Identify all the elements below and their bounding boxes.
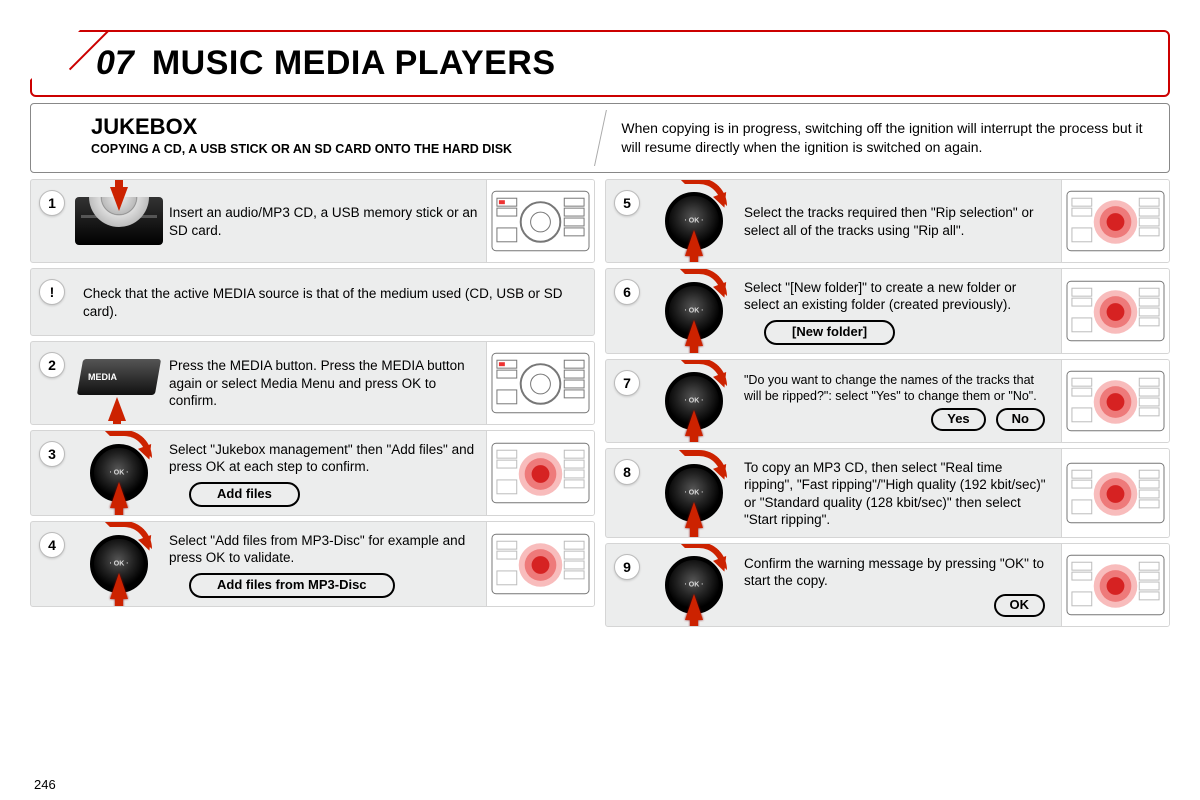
step-text: Select "Add files from MP3-Disc" for exa…: [169, 532, 478, 567]
step-badge: 1: [39, 190, 65, 216]
chapter-number: 07: [96, 44, 134, 83]
intro-note: When copying is in progress, switching o…: [611, 104, 1169, 172]
dashboard-thumbnail: [491, 190, 590, 252]
option-pill: No: [996, 408, 1045, 431]
step-badge: 4: [39, 532, 65, 558]
right-column: 5 · OK · Select the tracks required then "…: [605, 179, 1170, 627]
chapter-header: 07 MUSIC MEDIA PLAYERS: [30, 30, 1170, 97]
dashboard-thumbnail: [1066, 190, 1165, 252]
instruction-step: 5 · OK · Select the tracks required then "…: [605, 179, 1170, 263]
instruction-step: 9 · OK · Confirm the warning message by pr…: [605, 543, 1170, 627]
chapter-title: MUSIC MEDIA PLAYERS: [152, 44, 556, 83]
step-text: To copy an MP3 CD, then select "Real tim…: [744, 459, 1053, 529]
step-text: Check that the active MEDIA source is th…: [83, 285, 586, 320]
step-text: Select "Jukebox management" then "Add fi…: [169, 441, 478, 476]
step-text: "Do you want to change the names of the …: [744, 372, 1053, 405]
dashboard-thumbnail: [1066, 370, 1165, 432]
option-pill: Yes: [931, 408, 985, 431]
media-button-icon: MEDIA: [80, 365, 158, 401]
dial-icon: · OK ·: [665, 556, 723, 614]
step-badge: !: [39, 279, 65, 305]
step-badge: 3: [39, 441, 65, 467]
section-subheading: COPYING A CD, A USB STICK OR AN SD CARD …: [91, 142, 571, 158]
option-pill: Add files: [189, 482, 300, 507]
dashboard-thumbnail: [491, 533, 590, 595]
left-column: 1 Insert an audio/MP3 CD, a USB memory st…: [30, 179, 595, 627]
step-badge: 7: [614, 370, 640, 396]
step-text: Press the MEDIA button. Press the MEDIA …: [169, 357, 478, 410]
instruction-step: 8 · OK · To copy an MP3 CD, then select "R…: [605, 448, 1170, 538]
dial-icon: · OK ·: [90, 444, 148, 502]
step-text: Select the tracks required then "Rip sel…: [744, 204, 1053, 239]
instruction-step: 3 · OK · Select "Jukebox management" then …: [30, 430, 595, 516]
cd-slot-icon: [75, 197, 163, 245]
step-badge: 5: [614, 190, 640, 216]
option-pill: Add files from MP3-Disc: [189, 573, 395, 598]
instruction-step: 7 · OK · "Do you want to change the names …: [605, 359, 1170, 443]
dial-icon: · OK ·: [665, 282, 723, 340]
instruction-step: 4 · OK · Select "Add files from MP3-Disc" …: [30, 521, 595, 607]
section-heading: JUKEBOX: [91, 114, 571, 140]
dashboard-thumbnail: [1066, 554, 1165, 616]
intro-panel: JUKEBOX COPYING A CD, A USB STICK OR AN …: [30, 103, 1170, 173]
instruction-step: 1 Insert an audio/MP3 CD, a USB memory st…: [30, 179, 595, 263]
page-number: 246: [34, 777, 56, 792]
dial-icon: · OK ·: [665, 372, 723, 430]
step-text: Confirm the warning message by pressing …: [744, 555, 1053, 590]
step-badge: 8: [614, 459, 640, 485]
option-pill: [New folder]: [764, 320, 895, 345]
steps-grid: 1 Insert an audio/MP3 CD, a USB memory st…: [30, 179, 1170, 627]
dashboard-thumbnail: [1066, 280, 1165, 342]
dashboard-thumbnail: [491, 442, 590, 504]
step-text: Select "[New folder]" to create a new fo…: [744, 279, 1053, 314]
dashboard-thumbnail: [1066, 462, 1165, 524]
step-text: Insert an audio/MP3 CD, a USB memory sti…: [169, 204, 478, 239]
instruction-step: 2 MEDIA Press the MEDIA button. Press the …: [30, 341, 595, 425]
dial-icon: · OK ·: [90, 535, 148, 593]
option-pill: OK: [994, 594, 1046, 617]
step-badge: 9: [614, 554, 640, 580]
step-badge: 6: [614, 279, 640, 305]
dial-icon: · OK ·: [665, 192, 723, 250]
intro-divider: [589, 104, 612, 172]
dashboard-thumbnail: [491, 352, 590, 414]
dial-icon: · OK ·: [665, 464, 723, 522]
instruction-step: 6 · OK · Select "[New folder]" to create a…: [605, 268, 1170, 354]
step-badge: 2: [39, 352, 65, 378]
instruction-step: ! Check that the active MEDIA source is t…: [30, 268, 595, 336]
